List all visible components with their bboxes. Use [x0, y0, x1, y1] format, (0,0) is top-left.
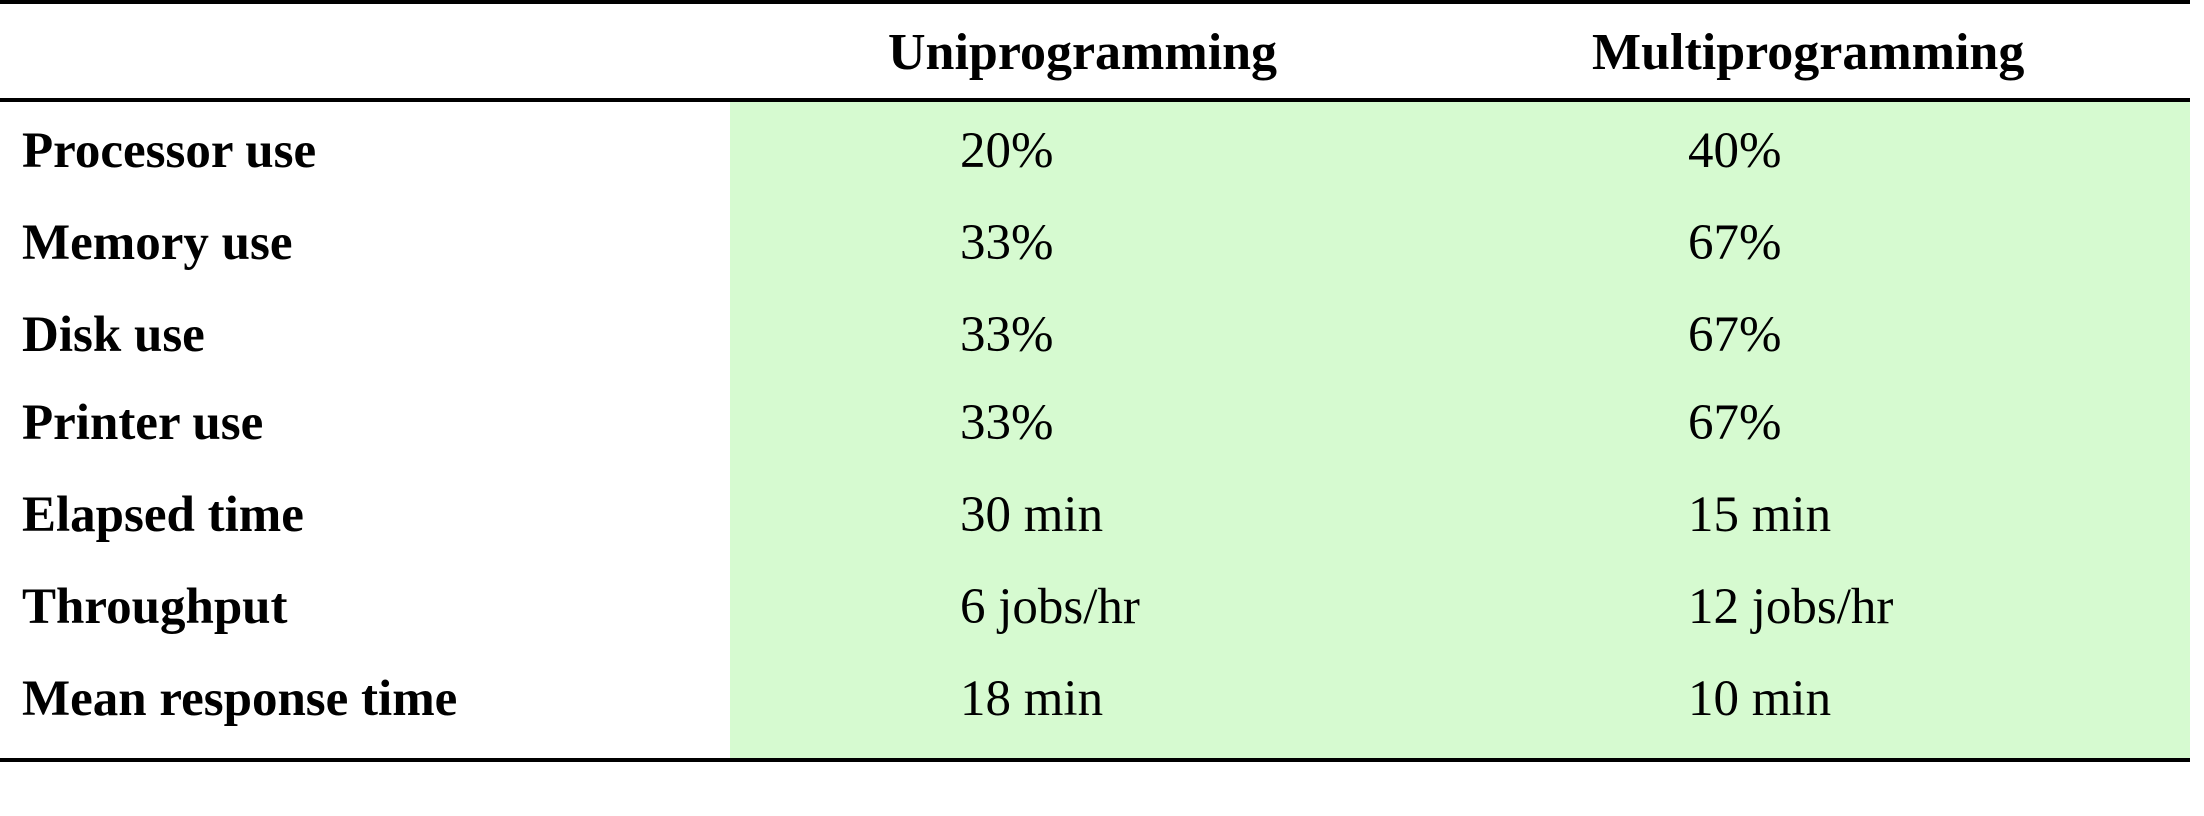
row-label: Printer use	[22, 395, 264, 451]
multiprogramming-value: 67%	[1688, 307, 1782, 363]
multiprogramming-value: 10 min	[1688, 671, 1832, 727]
row-label: Mean response time	[22, 671, 458, 727]
multiprogramming-value: 12 jobs/hr	[1688, 579, 1894, 635]
multiprogramming-value: 67%	[1688, 215, 1782, 271]
table-row: Throughput 6 jobs/hr 12 jobs/hr	[0, 560, 2190, 654]
row-label: Throughput	[22, 579, 288, 635]
row-label: Processor use	[22, 123, 317, 179]
multiprogramming-value: 15 min	[1688, 487, 1832, 543]
table-row: Memory use 33% 67%	[0, 196, 2190, 290]
comparison-table: Uniprogramming Multiprogramming Processo…	[0, 0, 2190, 762]
table-row: Elapsed time 30 min 15 min	[0, 468, 2190, 562]
header-multiprogramming: Multiprogramming	[1592, 24, 2025, 81]
row-label: Elapsed time	[22, 487, 304, 543]
highlight-panel	[730, 98, 2190, 762]
uniprogramming-value: 33%	[960, 215, 1054, 271]
uniprogramming-value: 33%	[960, 307, 1054, 363]
table-row: Mean response time 18 min 10 min	[0, 652, 2190, 746]
header-uniprogramming: Uniprogramming	[888, 24, 1278, 81]
uniprogramming-value: 30 min	[960, 487, 1104, 543]
multiprogramming-value: 67%	[1688, 395, 1782, 451]
top-rule	[0, 0, 2190, 4]
table-row: Disk use 33% 67%	[0, 288, 2190, 382]
uniprogramming-value: 18 min	[960, 671, 1104, 727]
uniprogramming-value: 6 jobs/hr	[960, 579, 1140, 635]
row-label: Disk use	[22, 307, 205, 363]
uniprogramming-value: 33%	[960, 395, 1054, 451]
multiprogramming-value: 40%	[1688, 123, 1782, 179]
header-rule	[0, 98, 2190, 102]
bottom-rule	[0, 758, 2190, 762]
row-label: Memory use	[22, 215, 293, 271]
table-row: Processor use 20% 40%	[0, 104, 2190, 198]
uniprogramming-value: 20%	[960, 123, 1054, 179]
table-row: Printer use 33% 67%	[0, 376, 2190, 470]
